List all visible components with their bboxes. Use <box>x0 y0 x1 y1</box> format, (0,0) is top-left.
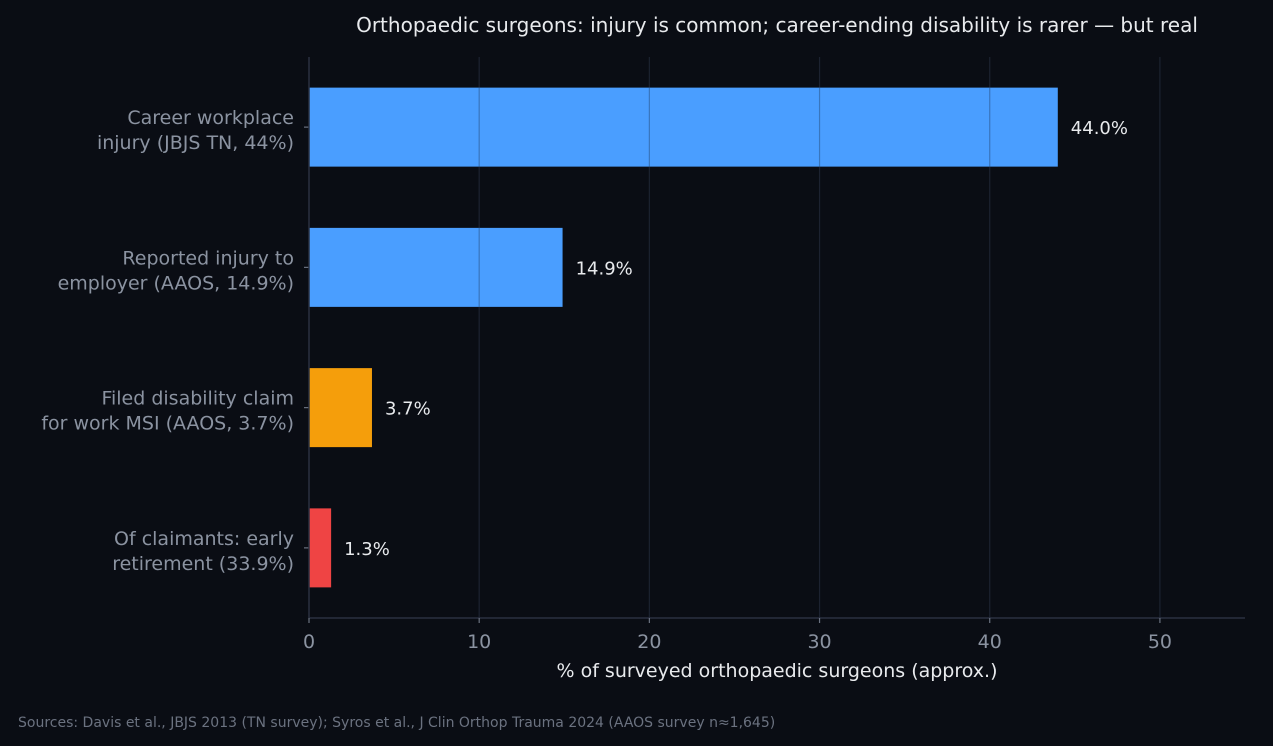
x-tick-label-0: 0 <box>303 631 315 653</box>
chart-title: Orthopaedic surgeons: injury is common; … <box>356 13 1198 37</box>
value-label-2: 14.9% <box>576 258 633 279</box>
category-label-3-line-2: for work MSI (AAOS, 3.7%) <box>41 413 294 435</box>
category-label-3-line-1: Filed disability claim <box>101 388 294 410</box>
x-tick-label-30: 30 <box>807 631 831 653</box>
category-label-1-line-2: injury (JBJS TN, 44%) <box>97 132 294 154</box>
labels: 44.0% Career workplace injury (JBJS TN, 44… <box>41 107 1172 653</box>
axes <box>304 57 1245 623</box>
category-label-1-line-1: Career workplace <box>127 107 294 129</box>
category-label-3: Filed disability claim for work MSI (AAOS… <box>41 388 294 435</box>
category-label-4: Of claimants: early retirement (33.9%) <box>112 528 294 575</box>
x-tick-label-20: 20 <box>637 631 661 653</box>
category-label-2-line-2: employer (AAOS, 14.9%) <box>58 272 294 294</box>
bar-3 <box>309 368 372 448</box>
x-tick-label-10: 10 <box>467 631 491 653</box>
bar-1 <box>309 87 1058 167</box>
source-note: Sources: Davis et al., JBJS 2013 (TN sur… <box>18 715 775 731</box>
x-tick-label-50: 50 <box>1148 631 1172 653</box>
x-tick-label-40: 40 <box>978 631 1002 653</box>
category-label-4-line-1: Of claimants: early <box>114 528 294 550</box>
category-label-2-line-1: Reported injury to <box>122 247 294 269</box>
bars <box>309 87 1058 588</box>
value-label-3: 3.7% <box>385 399 431 420</box>
value-label-4: 1.3% <box>344 539 390 560</box>
x-axis-label: % of surveyed orthopaedic surgeons (appr… <box>556 660 997 682</box>
value-label-1: 44.0% <box>1071 118 1128 139</box>
category-label-4-line-2: retirement (33.9%) <box>112 553 294 575</box>
category-label-1: Career workplace injury (JBJS TN, 44%) <box>97 107 294 154</box>
bar-4 <box>309 508 332 588</box>
bar-2 <box>309 227 563 307</box>
category-label-2: Reported injury to employer (AAOS, 14.9%) <box>58 247 294 294</box>
